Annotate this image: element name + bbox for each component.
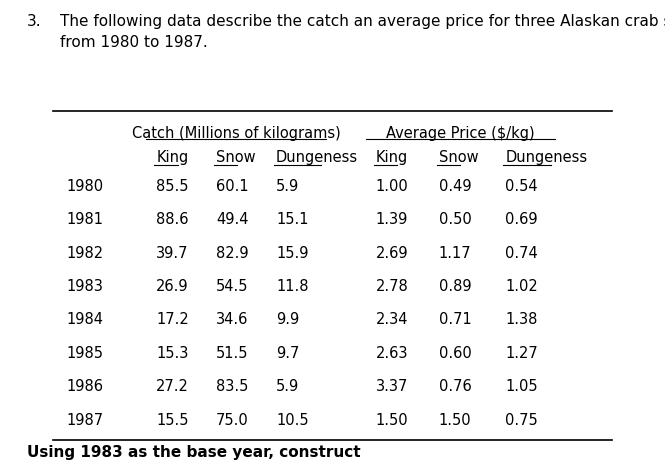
Text: 9.7: 9.7 xyxy=(276,345,299,360)
Text: 51.5: 51.5 xyxy=(216,345,249,360)
Text: 60.1: 60.1 xyxy=(216,178,249,193)
Text: 1.27: 1.27 xyxy=(505,345,538,360)
Text: 82.9: 82.9 xyxy=(216,245,249,260)
Text: 1.38: 1.38 xyxy=(505,312,538,327)
Text: 1.50: 1.50 xyxy=(376,412,408,426)
Text: 26.9: 26.9 xyxy=(156,278,189,293)
Text: 3.37: 3.37 xyxy=(376,378,408,393)
Text: 85.5: 85.5 xyxy=(156,178,189,193)
Text: 0.69: 0.69 xyxy=(505,212,538,227)
Text: 2.69: 2.69 xyxy=(376,245,408,260)
Text: 0.54: 0.54 xyxy=(505,178,538,193)
Text: 0.89: 0.89 xyxy=(439,278,471,293)
Text: 1985: 1985 xyxy=(66,345,104,360)
Text: 0.76: 0.76 xyxy=(439,378,471,393)
Text: 34.6: 34.6 xyxy=(216,312,249,327)
Text: 88.6: 88.6 xyxy=(156,212,189,227)
Text: 15.5: 15.5 xyxy=(156,412,189,426)
Text: 1.17: 1.17 xyxy=(439,245,471,260)
Text: Snow: Snow xyxy=(439,150,479,165)
Text: 1986: 1986 xyxy=(66,378,104,393)
Text: 2.78: 2.78 xyxy=(376,278,408,293)
Text: 1.05: 1.05 xyxy=(505,378,538,393)
Text: Catch (Millions of kilograms): Catch (Millions of kilograms) xyxy=(132,126,340,141)
Text: 1.50: 1.50 xyxy=(439,412,471,426)
Text: Dungeness: Dungeness xyxy=(505,150,587,165)
Text: 17.2: 17.2 xyxy=(156,312,189,327)
Text: 0.75: 0.75 xyxy=(505,412,538,426)
Text: 11.8: 11.8 xyxy=(276,278,309,293)
Text: 10.5: 10.5 xyxy=(276,412,309,426)
Text: Snow: Snow xyxy=(216,150,256,165)
Text: 5.9: 5.9 xyxy=(276,378,299,393)
Text: 0.50: 0.50 xyxy=(439,212,471,227)
Text: 3.: 3. xyxy=(27,14,41,29)
Text: 1983: 1983 xyxy=(66,278,103,293)
Text: 15.3: 15.3 xyxy=(156,345,189,360)
Text: 15.1: 15.1 xyxy=(276,212,309,227)
Text: 1982: 1982 xyxy=(66,245,104,260)
Text: 1981: 1981 xyxy=(66,212,104,227)
Text: Dungeness: Dungeness xyxy=(276,150,358,165)
Text: King: King xyxy=(156,150,188,165)
Text: 5.9: 5.9 xyxy=(276,178,299,193)
Text: 1.39: 1.39 xyxy=(376,212,408,227)
Text: 2.34: 2.34 xyxy=(376,312,408,327)
Text: 75.0: 75.0 xyxy=(216,412,249,426)
Text: 39.7: 39.7 xyxy=(156,245,189,260)
Text: King: King xyxy=(376,150,408,165)
Text: Average Price ($/kg): Average Price ($/kg) xyxy=(386,126,535,141)
Text: 2.63: 2.63 xyxy=(376,345,408,360)
Text: 1987: 1987 xyxy=(66,412,104,426)
Text: 0.60: 0.60 xyxy=(439,345,471,360)
Text: The following data describe the catch an average price for three Alaskan crab sp: The following data describe the catch an… xyxy=(60,14,665,50)
Text: 1.02: 1.02 xyxy=(505,278,538,293)
Text: 1.00: 1.00 xyxy=(376,178,408,193)
Text: 0.71: 0.71 xyxy=(439,312,471,327)
Text: 1984: 1984 xyxy=(66,312,104,327)
Text: 9.9: 9.9 xyxy=(276,312,299,327)
Text: 83.5: 83.5 xyxy=(216,378,249,393)
Text: 49.4: 49.4 xyxy=(216,212,249,227)
Text: 0.49: 0.49 xyxy=(439,178,471,193)
Text: 27.2: 27.2 xyxy=(156,378,189,393)
Text: 0.74: 0.74 xyxy=(505,245,538,260)
Text: Using 1983 as the base year, construct: Using 1983 as the base year, construct xyxy=(27,445,360,459)
Text: 15.9: 15.9 xyxy=(276,245,309,260)
Text: 54.5: 54.5 xyxy=(216,278,249,293)
Text: 1980: 1980 xyxy=(66,178,104,193)
